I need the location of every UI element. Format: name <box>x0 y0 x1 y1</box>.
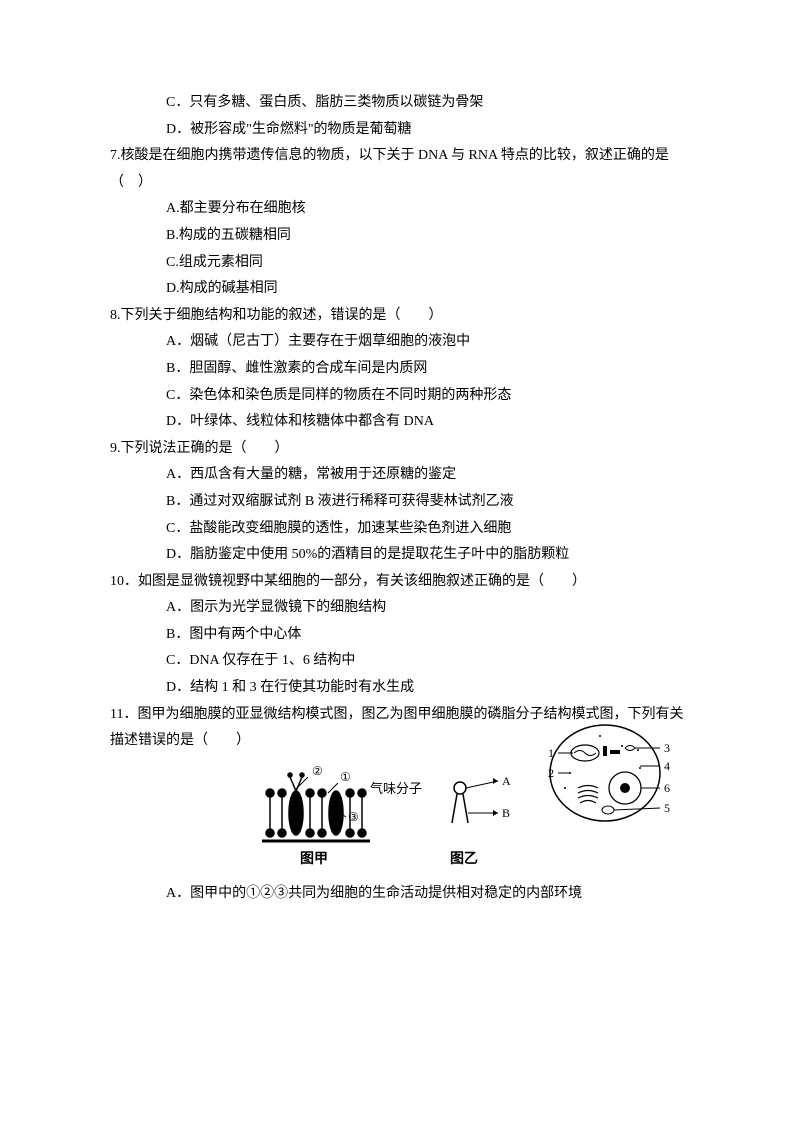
q8-option-d: D．叶绿体、线粒体和核糖体中都含有 DNA <box>110 409 690 436</box>
cell-label-3: 3 <box>664 741 670 755</box>
membrane-label-3: ③ <box>348 810 359 824</box>
q10-option-b: B．图中有两个中心体 <box>110 622 690 649</box>
q9-option-c: C．盐酸能改变细胞膜的透性，加速某些染色剂进入细胞 <box>110 516 690 543</box>
membrane-caption-right: 图乙 <box>450 851 478 867</box>
q9-option-d: D．脂肪鉴定中使用 50%的酒精目的是提取花生子叶中的脂肪颗粒 <box>110 542 690 569</box>
q7-option-a: A.都主要分布在细胞核 <box>110 196 690 223</box>
cell-label-1: 1 <box>548 746 554 760</box>
q7-option-d: D.构成的碱基相同 <box>110 276 690 303</box>
q10-option-c: C．DNA 仅存在于 1、6 结构中 <box>110 648 690 675</box>
q8-option-c: C．染色体和染色质是同样的物质在不同时期的两种形态 <box>110 383 690 410</box>
q8-option-a: A．烟碱（尼古丁）主要存在于烟草细胞的液泡中 <box>110 329 690 356</box>
q7-option-b: B.构成的五碳糖相同 <box>110 223 690 250</box>
membrane-label-2: ② <box>312 764 323 778</box>
membrane-caption-left: 图甲 <box>300 851 328 867</box>
cell-diagram: 1 2 3 4 5 6 <box>530 718 690 828</box>
q7-option-c: C.组成元素相同 <box>110 250 690 277</box>
cell-label-2: 2 <box>548 766 554 780</box>
q9-option-b: B．通过对双缩脲试剂 B 液进行稀释可获得斐林试剂乙液 <box>110 489 690 516</box>
membrane-label-1: ① <box>340 770 351 784</box>
q9-option-a: A．西瓜含有大量的糖，常被用于还原糖的鉴定 <box>110 462 690 489</box>
q6-option-d: D．被形容成"生命燃料"的物质是葡萄糖 <box>110 117 690 144</box>
q9-text: 9.下列说法正确的是（ ） <box>110 436 690 463</box>
membrane-diagram: ② ① ③ 气味分子 A B 图甲 图乙 <box>250 763 550 873</box>
q7-text: 7.核酸是在细胞内携带遗传信息的物质，以下关于 DNA 与 RNA 特点的比较，… <box>110 143 690 196</box>
q10-option-a: A．图示为光学显微镜下的细胞结构 <box>110 595 690 622</box>
membrane-label-b: B <box>502 806 510 820</box>
q10-option-d: D．结构 1 和 3 在行使其功能时有水生成 <box>110 675 690 702</box>
membrane-annotation: 气味分子 <box>370 781 422 796</box>
q11-option-a: A．图甲中的①②③共同为细胞的生命活动提供相对稳定的内部环境 <box>110 881 690 908</box>
cell-label-6: 6 <box>664 781 670 795</box>
membrane-label-a: A <box>502 774 511 788</box>
q8-option-b: B．胆固醇、雌性激素的合成车间是内质网 <box>110 356 690 383</box>
cell-label-4: 4 <box>664 759 670 773</box>
q8-text: 8.下列关于细胞结构和功能的叙述，错误的是（ ） <box>110 303 690 330</box>
q10-text: 10．如图是显微镜视野中某细胞的一部分，有关该细胞叙述正确的是（ ） <box>110 569 690 596</box>
q6-option-c: C．只有多糖、蛋白质、脂肪三类物质以碳链为骨架 <box>110 90 690 117</box>
cell-label-5: 5 <box>664 801 670 815</box>
